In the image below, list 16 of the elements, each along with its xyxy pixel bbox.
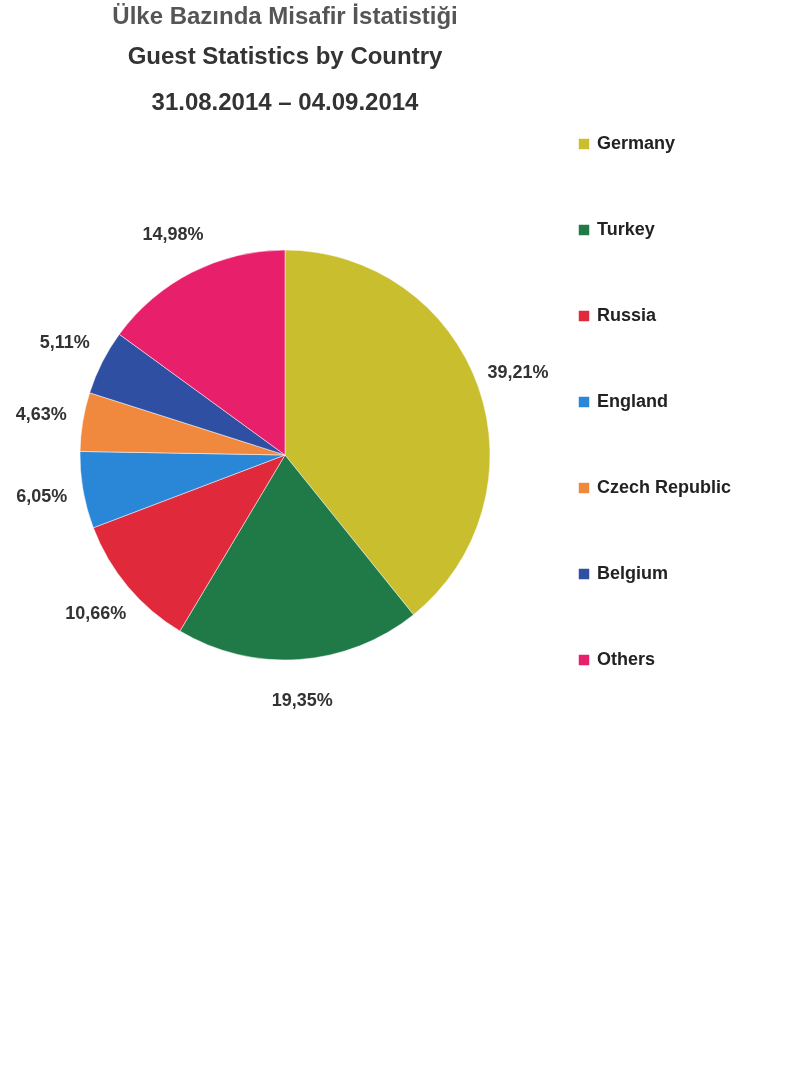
data-label: 4,63% <box>15 403 67 424</box>
legend-label: England <box>597 391 668 411</box>
chart-subtitle: Guest Statistics by Country 31.08.2014 – 04.09.2014 <box>127 42 444 115</box>
legend-label: Turkey <box>597 219 655 239</box>
data-label: 19,35% <box>271 690 333 711</box>
data-label: 6,05% <box>16 486 68 507</box>
data-label: 5,11% <box>39 332 90 353</box>
legend-label: Belgium <box>597 563 669 583</box>
data-label: 14,98% <box>142 223 204 244</box>
legend-label: Russia <box>597 305 658 325</box>
legend-label: Others <box>597 649 656 669</box>
data-label: 39,21% <box>487 361 549 382</box>
legend-label: Germany <box>597 133 676 153</box>
chart-title: Ülke Bazında Misafir İstatistiği <box>112 2 458 29</box>
legend-label: Czech Republic <box>597 477 732 497</box>
data-label: 10,66% <box>65 602 127 623</box>
